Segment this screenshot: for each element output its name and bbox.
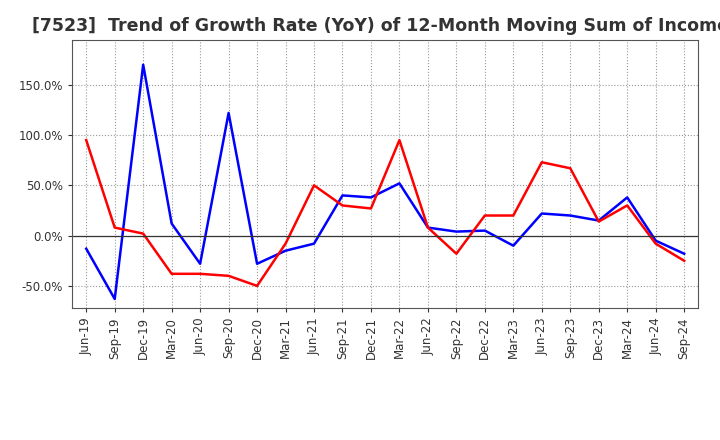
Ordinary Income Growth Rate: [110, 296, 119, 301]
Net Income Growth Rate: [509, 213, 518, 218]
Net Income Growth Rate: [537, 160, 546, 165]
Ordinary Income Growth Rate: [680, 251, 688, 257]
Ordinary Income Growth Rate: [366, 195, 375, 200]
Ordinary Income Growth Rate: [537, 211, 546, 216]
Net Income Growth Rate: [196, 271, 204, 276]
Ordinary Income Growth Rate: [225, 110, 233, 116]
Net Income Growth Rate: [566, 165, 575, 171]
Ordinary Income Growth Rate: [196, 261, 204, 266]
Title: [7523]  Trend of Growth Rate (YoY) of 12-Month Moving Sum of Incomes: [7523] Trend of Growth Rate (YoY) of 12-…: [32, 17, 720, 35]
Ordinary Income Growth Rate: [480, 228, 489, 233]
Net Income Growth Rate: [595, 219, 603, 224]
Ordinary Income Growth Rate: [338, 193, 347, 198]
Ordinary Income Growth Rate: [282, 248, 290, 253]
Ordinary Income Growth Rate: [652, 238, 660, 243]
Net Income Growth Rate: [366, 206, 375, 211]
Net Income Growth Rate: [423, 225, 432, 230]
Net Income Growth Rate: [110, 225, 119, 230]
Net Income Growth Rate: [253, 283, 261, 289]
Net Income Growth Rate: [139, 231, 148, 236]
Net Income Growth Rate: [395, 137, 404, 143]
Net Income Growth Rate: [338, 203, 347, 208]
Ordinary Income Growth Rate: [623, 195, 631, 200]
Net Income Growth Rate: [225, 273, 233, 279]
Ordinary Income Growth Rate: [82, 246, 91, 251]
Ordinary Income Growth Rate: [423, 225, 432, 230]
Ordinary Income Growth Rate: [395, 181, 404, 186]
Net Income Growth Rate: [623, 203, 631, 208]
Net Income Growth Rate: [282, 241, 290, 246]
Net Income Growth Rate: [82, 137, 91, 143]
Ordinary Income Growth Rate: [452, 229, 461, 234]
Net Income Growth Rate: [167, 271, 176, 276]
Line: Ordinary Income Growth Rate: Ordinary Income Growth Rate: [86, 65, 684, 299]
Ordinary Income Growth Rate: [167, 221, 176, 226]
Legend: Ordinary Income Growth Rate, Net Income Growth Rate: Ordinary Income Growth Rate, Net Income …: [145, 435, 625, 440]
Ordinary Income Growth Rate: [595, 218, 603, 223]
Net Income Growth Rate: [680, 258, 688, 264]
Ordinary Income Growth Rate: [566, 213, 575, 218]
Line: Net Income Growth Rate: Net Income Growth Rate: [86, 140, 684, 286]
Ordinary Income Growth Rate: [139, 62, 148, 67]
Net Income Growth Rate: [652, 241, 660, 246]
Ordinary Income Growth Rate: [509, 243, 518, 248]
Ordinary Income Growth Rate: [310, 241, 318, 246]
Net Income Growth Rate: [452, 251, 461, 257]
Ordinary Income Growth Rate: [253, 261, 261, 266]
Net Income Growth Rate: [310, 183, 318, 188]
Net Income Growth Rate: [480, 213, 489, 218]
